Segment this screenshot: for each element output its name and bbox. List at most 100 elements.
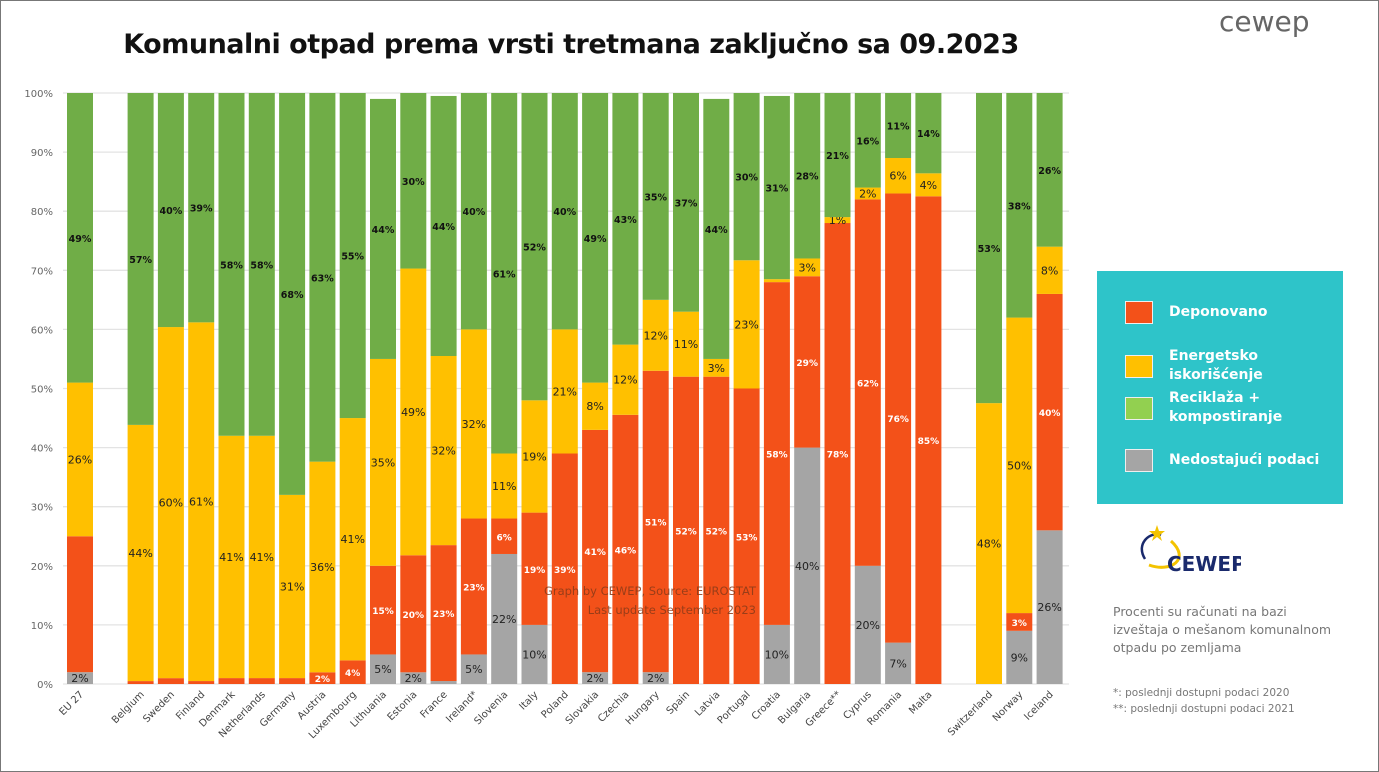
data-label: 44%: [372, 225, 395, 236]
landfill-segment: [218, 678, 245, 684]
energy-recovery-segment: [733, 260, 760, 389]
data-label: 39%: [554, 566, 576, 576]
data-label: 68%: [281, 290, 304, 301]
legend-swatch: [1125, 354, 1153, 378]
energy-recovery-segment: [521, 400, 548, 513]
recycling-segment: [400, 93, 427, 269]
data-label: 38%: [1008, 201, 1031, 212]
landfill-segment: [460, 518, 487, 655]
data-label: 52%: [675, 527, 697, 537]
data-label: 32%: [431, 445, 455, 458]
recycling-segment: [976, 93, 1002, 404]
x-tick-label: Hungary: [624, 689, 662, 727]
energy-recovery-segment: [339, 418, 366, 661]
energy-recovery-segment: [915, 173, 942, 197]
recycling-segment: [309, 93, 336, 462]
data-label: 41%: [250, 551, 274, 564]
data-label: 19%: [522, 450, 546, 463]
data-label: 53%: [978, 244, 1001, 255]
data-label: 49%: [69, 234, 92, 245]
data-label: 29%: [796, 359, 818, 369]
recycling-segment: [248, 93, 275, 436]
data-label: 1%: [829, 214, 846, 227]
legend-label: Nedostajući podaci: [1169, 452, 1320, 468]
recycling-segment: [1036, 93, 1063, 247]
recycling-segment: [703, 98, 730, 359]
landfill-segment: [642, 370, 669, 673]
source-text: Graph by CEWEP, Source: EUROSTAT: [543, 584, 756, 598]
cewep-logo-icon: CEWEP: [1140, 525, 1241, 576]
legend-swatch: [1125, 301, 1153, 324]
legend-label: Energetsko iskorišćenje: [1169, 348, 1263, 383]
missing-data-segment: [491, 553, 518, 684]
data-label: 49%: [401, 406, 425, 419]
data-label: 60%: [159, 497, 183, 510]
landfill-segment: [854, 199, 881, 566]
landfill-segment: [582, 429, 609, 673]
y-tick-label: 70%: [31, 266, 53, 277]
data-label: 41%: [340, 533, 364, 546]
chart-title: Komunalni otpad prema vrsti tretmana zak…: [123, 29, 1019, 60]
data-label: 2%: [859, 187, 876, 200]
bar-latvia: 52% 3% 44%: [703, 98, 730, 684]
data-label: 44%: [432, 222, 455, 233]
y-tick-label: 0%: [37, 680, 53, 691]
bar-slovakia: 2% 41% 8% 49%: [582, 93, 609, 685]
legend-item: Deponovano: [1125, 301, 1268, 324]
data-label: 61%: [189, 496, 213, 509]
landfill-segment: [188, 681, 215, 684]
landfill-segment: [67, 536, 93, 673]
bar-bulgaria: 40% 29% 3% 28%: [794, 93, 821, 684]
landfill-segment: [157, 678, 184, 684]
bar-estonia: 2% 20% 49% 30%: [400, 93, 427, 685]
bar-norway: 9% 3% 50% 38%: [1006, 93, 1033, 684]
recycling-segment: [794, 93, 821, 259]
bar-ireland-: 5% 23% 32% 40%: [460, 93, 487, 684]
data-label: 5%: [465, 663, 482, 676]
recycling-segment: [642, 93, 669, 300]
x-tick-label: Sweden: [141, 689, 177, 725]
data-label: 49%: [584, 234, 607, 245]
data-label: 40%: [795, 560, 819, 573]
data-label: 20%: [403, 611, 425, 621]
bar-malta: 85% 4% 14%: [915, 93, 942, 684]
energy-recovery-segment: [1036, 246, 1063, 294]
data-label: 19%: [524, 566, 546, 576]
data-label: 11%: [674, 338, 698, 351]
missing-data-segment: [67, 672, 93, 684]
data-label: 53%: [736, 533, 758, 543]
bar-cyprus: 20% 62% 2% 16%: [854, 93, 881, 684]
data-label: 51%: [645, 518, 667, 528]
recycling-segment: [915, 93, 942, 174]
data-label: 8%: [1041, 264, 1058, 277]
y-tick-label: 20%: [31, 562, 53, 573]
landfill-segment: [430, 545, 457, 682]
bar-belgium: 44% 57%: [127, 93, 154, 684]
energy-recovery-segment: [551, 329, 578, 454]
data-label: 55%: [341, 252, 364, 263]
landfill-segment: [1036, 293, 1063, 531]
landfill-segment: [400, 555, 427, 673]
recycling-segment: [430, 95, 457, 356]
cewep-logo: CEWEP: [1131, 521, 1241, 581]
data-label: 57%: [129, 255, 152, 266]
landfill-segment: [127, 681, 154, 684]
landfill-segment: [703, 376, 730, 684]
energy-recovery-segment: [127, 424, 154, 682]
bar-netherlands: 41% 58%: [248, 93, 275, 684]
data-label: 30%: [735, 173, 758, 184]
recycling-segment: [460, 93, 487, 330]
missing-data-segment: [521, 624, 548, 684]
data-label: 58%: [766, 451, 788, 461]
bar-italy: 10% 19% 19% 52%: [521, 93, 548, 684]
bar-romania: 7% 76% 6% 11%: [885, 93, 912, 684]
energy-recovery-segment: [673, 311, 699, 377]
missing-data-segment: [854, 565, 881, 684]
energy-recovery-segment: [703, 358, 730, 377]
recycling-segment: [491, 93, 518, 454]
data-label: 9%: [1011, 651, 1028, 664]
bar-switzerland: 48% 53%: [976, 93, 1002, 684]
y-tick-label: 10%: [31, 621, 53, 632]
recycling-segment: [582, 93, 609, 383]
recycling-segment: [673, 93, 699, 312]
